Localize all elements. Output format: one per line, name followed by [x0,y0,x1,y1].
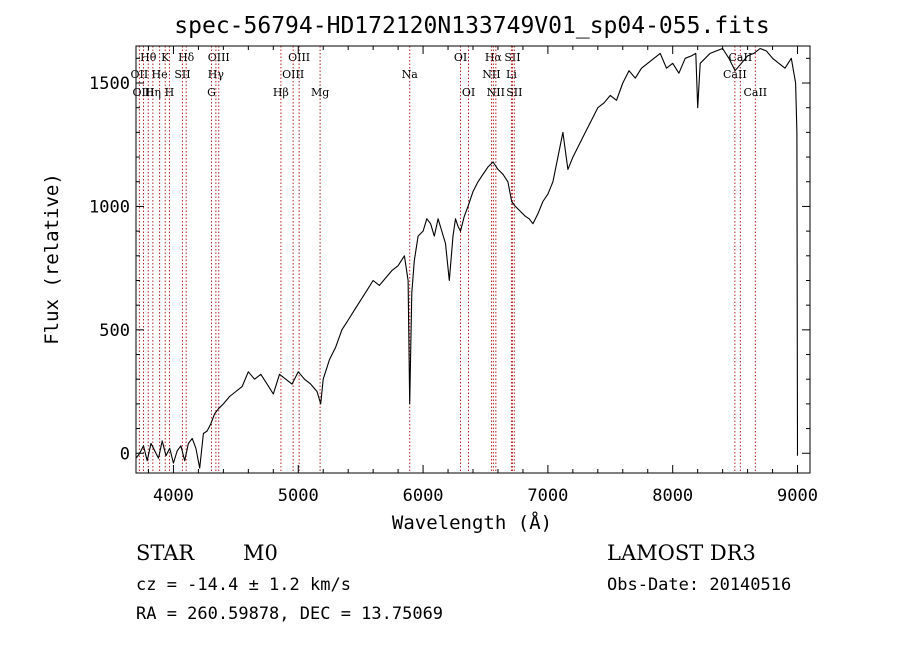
x-axis: 4000 5000 6000 7000 8000 9000 [147,46,818,506]
marker-label: Hη [145,86,161,99]
object-subclass: M0 [243,541,278,565]
marker-label: OI [462,86,475,99]
marker-label: SII [174,68,190,81]
x-tick-label: 7000 [527,486,568,506]
coordinates: RA = 260.59878, DEC = 13.75069 [136,604,443,624]
plot-frame [135,45,811,474]
marker-label: CaII [729,51,753,64]
marker-label: H [165,86,175,99]
x-tick-label: 6000 [403,486,444,506]
object-class: STAR [136,541,195,565]
marker-label: SII [506,86,522,99]
x-tick-label: 9000 [777,486,818,506]
marker-label: NII [482,68,500,81]
y-tick-label: 0 [120,444,130,464]
marker-label: Hγ [208,68,225,81]
marker-label: OII [131,68,149,81]
marker-label: OI [454,51,467,64]
marker-label: K [161,51,170,64]
marker-label: Hδ [178,51,195,64]
y-tick-label: 1000 [89,197,130,217]
obs-date: Obs-Date: 20140516 [607,575,791,595]
marker-label: SII [504,51,520,64]
marker-label: CaII [743,86,767,99]
spectrum-series [135,47,799,469]
marker-label: Hθ [140,51,157,64]
y-axis-label: Flux (relative) [41,173,63,345]
marker-label: OIII [132,86,154,99]
marker-label: He [152,68,168,81]
marker-label: Hα [485,51,503,64]
marker-label: NII [487,86,505,99]
x-tick-label: 4000 [153,486,194,506]
survey-name: LAMOST DR3 [607,541,756,565]
spectrum-line [135,47,799,469]
marker-label: Li [506,68,517,81]
marker-label: OIII [282,68,304,81]
y-tick-label: 1500 [89,74,130,94]
marker-label: G [207,86,216,99]
marker-label: OIII [208,51,230,64]
x-axis-label: Wavelength (Å) [392,511,552,534]
y-axis: 0 500 1000 1500 [89,57,810,464]
marker-label: Na [402,68,419,81]
marker-label: Hβ [273,86,289,99]
y-tick-label: 500 [99,321,130,341]
marker-label: Mg [311,86,329,99]
chart-title: spec-56794-HD172120N133749V01_sp04-055.f… [174,13,769,39]
marker-label: CaII [723,68,747,81]
marker-label: OIII [288,51,310,64]
x-tick-label: 8000 [652,486,693,506]
x-tick-label: 5000 [278,486,319,506]
redshift-text: cz = -14.4 ± 1.2 km/s [136,575,351,595]
